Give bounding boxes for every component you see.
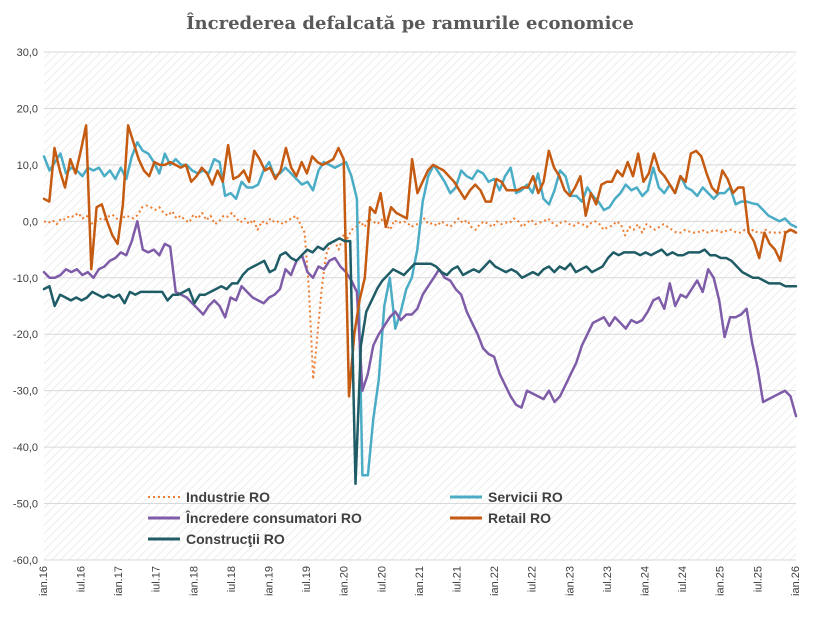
x-axis-ticks: ian.16 iul.16 ian.17 iul.17 ian.18 iul.18 ian.…: [38, 566, 802, 596]
x-tick-label: ian.24: [640, 566, 652, 596]
legend-entry: Servicii RO: [450, 489, 563, 505]
series-line-1: [43, 204, 797, 381]
legend: Industrie RO Servicii RO Încredere consuma…: [148, 489, 563, 547]
y-tick-label: -60,0: [13, 555, 38, 567]
legend-label: Încredere consumatori RO: [185, 509, 362, 526]
x-tick-label: iul.16: [76, 566, 88, 592]
y-tick-label: 0,0: [23, 216, 38, 228]
y-tick-label: -40,0: [13, 442, 38, 454]
legend-label: Construcţii RO: [186, 531, 285, 547]
x-tick-label: ian.23: [564, 566, 576, 596]
y-tick-label: -20,0: [13, 329, 38, 341]
series-line-4: [42, 124, 798, 398]
series-line-3: [42, 220, 798, 418]
x-tick-label: iul.20: [376, 566, 388, 592]
chart-title: Încrederea defalcată pe ramurile economi…: [186, 11, 634, 34]
series-lines: [42, 124, 798, 486]
x-tick-label: ian.19: [264, 566, 276, 596]
legend-entry: Industrie RO: [148, 489, 270, 505]
series-line-5: [42, 237, 798, 486]
legend-entry: Construcţii RO: [148, 531, 285, 547]
x-tick-label: iul.22: [527, 566, 539, 592]
x-tick-label: ian.21: [414, 566, 426, 596]
x-tick-label: iul.17: [151, 566, 163, 592]
x-tick-label: iul.24: [677, 566, 689, 592]
plot-area: [44, 52, 796, 560]
y-tick-label: 20,0: [17, 103, 38, 115]
x-tick-label: ian.26: [790, 566, 802, 596]
legend-entry: Încredere consumatori RO: [148, 509, 362, 526]
x-tick-label: ian.17: [113, 566, 125, 596]
x-tick-label: ian.20: [339, 566, 351, 596]
x-tick-label: ian.22: [489, 566, 501, 596]
x-tick-label: iul.25: [752, 566, 764, 592]
y-tick-label: 30,0: [17, 47, 38, 59]
legend-entry: Retail RO: [450, 510, 551, 526]
x-tick-label: iul.19: [301, 566, 313, 592]
x-tick-label: iul.21: [452, 566, 464, 592]
legend-label: Servicii RO: [488, 489, 563, 505]
y-tick-label: -10,0: [13, 273, 38, 285]
y-tick-label: 10,0: [17, 160, 38, 172]
x-tick-label: iul.23: [602, 566, 614, 592]
y-axis-ticks: 30,0 20,0 10,0 0,0 -10,0 -20,0 -30,0 -40,0 -50,0…: [13, 47, 38, 567]
x-tick-label: ian.18: [188, 566, 200, 596]
y-tick-label: -30,0: [13, 386, 38, 398]
x-tick-label: ian.16: [38, 566, 50, 596]
legend-label: Industrie RO: [186, 489, 270, 505]
y-tick-label: -50,0: [13, 499, 38, 511]
x-tick-label: ian.25: [715, 566, 727, 596]
x-tick-label: iul.18: [226, 566, 238, 592]
legend-label: Retail RO: [488, 510, 551, 526]
